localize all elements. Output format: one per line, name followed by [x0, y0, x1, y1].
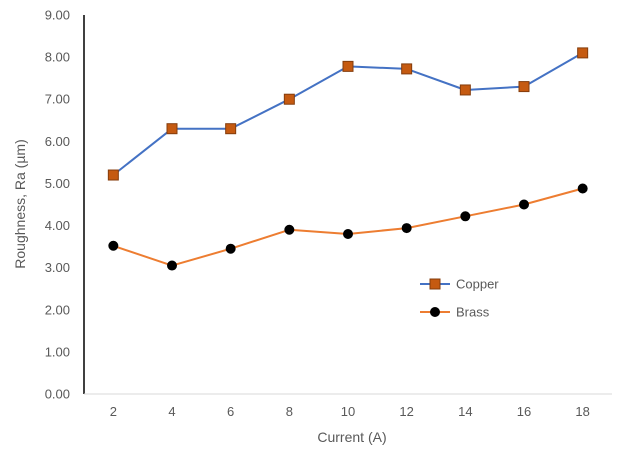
y-tick-label: 5.00 — [45, 176, 70, 191]
x-tick-label: 12 — [399, 404, 413, 419]
y-tick-label: 3.00 — [45, 260, 70, 275]
legend-item-brass: Brass — [420, 305, 490, 320]
legend: Copper Brass — [420, 277, 499, 320]
brass-point — [577, 183, 588, 194]
brass-point — [284, 224, 295, 235]
y-tick-labels: 0.00 1.00 2.00 3.00 4.00 5.00 6.00 7.00 8.00 9.00 — [45, 8, 70, 402]
y-axis-title: Roughness, Ra (µm) — [12, 139, 28, 268]
brass-point — [401, 223, 412, 234]
y-tick-label: 6.00 — [45, 134, 70, 149]
brass-point — [108, 240, 119, 251]
copper-point — [459, 84, 471, 96]
y-tick-label: 9.00 — [45, 8, 70, 23]
copper-point — [342, 60, 354, 72]
y-tick-label: 7.00 — [45, 92, 70, 107]
y-tick-label: 1.00 — [45, 344, 70, 359]
x-tick-label: 16 — [517, 404, 531, 419]
brass-line — [112, 187, 583, 267]
brass-point — [519, 199, 529, 210]
x-tick-label: 10 — [341, 404, 355, 419]
series-brass — [108, 183, 588, 271]
x-axis-title: Current (A) — [317, 429, 386, 445]
y-tick-label: 0.00 — [45, 387, 70, 402]
x-tick-labels: 2 4 6 8 10 12 14 16 18 — [110, 404, 590, 419]
brass-point — [167, 260, 177, 271]
brass-point — [460, 211, 471, 222]
copper-point — [518, 81, 530, 93]
y-tick-label: 8.00 — [45, 50, 70, 65]
copper-point — [283, 93, 295, 105]
x-tick-label: 18 — [575, 404, 589, 419]
brass-point — [225, 243, 236, 254]
x-tick-label: 8 — [286, 404, 293, 419]
legend-marker-copper — [429, 278, 441, 290]
y-tick-label: 2.00 — [45, 302, 70, 317]
x-tick-label: 14 — [458, 404, 472, 419]
axes — [83, 15, 612, 395]
copper-point — [225, 123, 237, 135]
series-copper — [107, 47, 589, 181]
series — [107, 47, 589, 271]
legend-label-brass: Brass — [456, 305, 490, 320]
legend-item-copper: Copper — [420, 277, 499, 292]
legend-marker-brass — [430, 307, 440, 317]
copper-point — [107, 169, 119, 181]
x-tick-label: 6 — [227, 404, 234, 419]
copper-point — [401, 63, 413, 75]
copper-point — [166, 123, 178, 135]
brass-point — [343, 228, 353, 239]
x-tick-label: 2 — [110, 404, 117, 419]
copper-point — [577, 47, 589, 59]
legend-label-copper: Copper — [456, 277, 499, 292]
x-tick-label: 4 — [168, 404, 175, 419]
y-tick-label: 4.00 — [45, 218, 70, 233]
